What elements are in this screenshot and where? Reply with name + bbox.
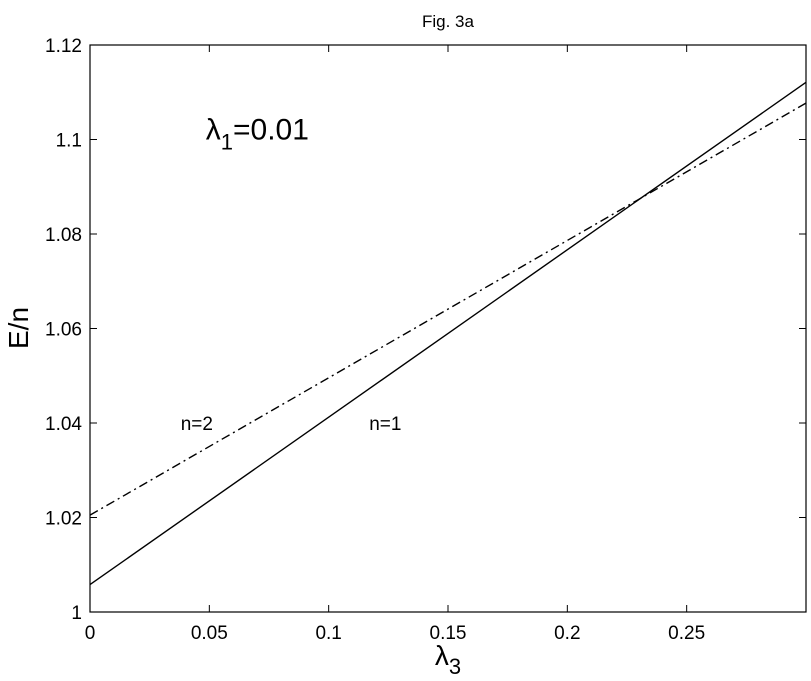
y-tick-label: 1.1: [56, 131, 82, 152]
series-layer: [89, 81, 807, 586]
y-tick-label: 1: [71, 603, 82, 624]
y-axis-label: E/n: [3, 307, 34, 349]
y-tick-label: 1.08: [45, 225, 82, 246]
plot-area: [89, 44, 807, 613]
x-tick-label: 0.1: [315, 623, 341, 644]
x-tick-label: 0.2: [554, 623, 580, 644]
y-tick-label: 1.04: [45, 414, 82, 435]
x-tick-label: 0: [85, 623, 96, 644]
annotation-n1: n=1: [369, 414, 401, 435]
x-tick-label: 0.15: [430, 623, 467, 644]
annotations-layer: λ1=0.01 n=2 n=1: [181, 114, 402, 436]
y-tick-label: 1.02: [45, 509, 82, 530]
y-tick-label: 1.06: [45, 320, 82, 341]
series-line-n=1: [89, 81, 807, 586]
annotation-n2: n=2: [181, 414, 213, 435]
chart-title: Fig. 3a: [422, 12, 475, 31]
x-tick-label: 0.25: [668, 623, 705, 644]
x-axis-label: λ3: [435, 640, 461, 679]
series-line-n=2: [89, 102, 807, 516]
x-tick-label: 0.05: [191, 623, 228, 644]
y-axis-ticks: 1 1.02 1.04 1.06 1.08 1.1 1.12: [45, 36, 806, 624]
annotation-lambda1: λ1=0.01: [206, 114, 309, 155]
x-axis-ticks: 0 0.05 0.1 0.15 0.2 0.25: [85, 45, 705, 644]
y-tick-label: 1.12: [45, 36, 82, 57]
